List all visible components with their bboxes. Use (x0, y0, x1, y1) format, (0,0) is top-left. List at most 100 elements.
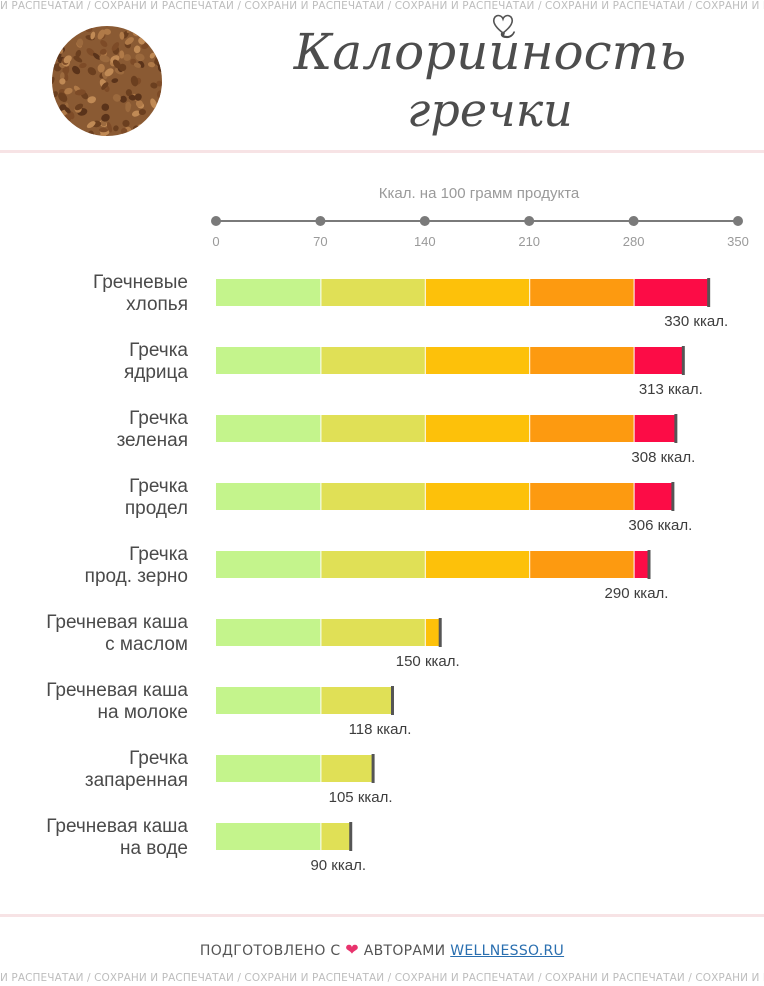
bar-segment (530, 279, 634, 306)
bar-segment (321, 687, 392, 714)
category-label: ядрица (124, 362, 188, 383)
category-label: Гречка (129, 476, 188, 497)
bar-segment (634, 347, 683, 374)
category-label: Гречневые (93, 272, 188, 293)
chart-title: Ккал. на 100 грамм продукта (379, 185, 580, 202)
category-label: с маслом (105, 634, 188, 655)
bar-end-marker (674, 414, 678, 443)
bar-segment (425, 279, 530, 306)
footer-divider (0, 914, 764, 917)
bar-segment (321, 755, 373, 782)
category-label: Гречневая каша (46, 816, 188, 837)
category-label: Гречка (129, 748, 188, 769)
bar-segment (216, 279, 321, 306)
bar-end-marker (681, 346, 685, 375)
bar-segment (530, 415, 634, 442)
header-divider (0, 150, 764, 153)
category-label: зеленая (117, 430, 188, 451)
value-label: 90 ккал. (310, 857, 366, 874)
x-axis: 0 70 140 210 280 350 (211, 216, 749, 249)
bar-segment (425, 483, 530, 510)
bar-segment (216, 551, 321, 578)
bar-segment (530, 347, 634, 374)
value-label: 306 ккал. (628, 517, 692, 534)
value-label: 118 ккал. (349, 721, 412, 738)
value-label: 105 ккал. (329, 789, 393, 806)
bar-segment (425, 551, 530, 578)
bar-segment (216, 755, 321, 782)
bar-segment (321, 823, 351, 850)
page-title-line2: гречки (407, 83, 573, 137)
axis-tick-dot (628, 216, 639, 226)
value-label: 308 ккал. (631, 449, 695, 466)
bar-end-marker (438, 618, 442, 647)
axis-tick-label: 280 (623, 234, 645, 249)
category-label: Гречка (129, 544, 188, 565)
axis-tick-label: 0 (212, 234, 219, 249)
bar-segment (530, 483, 634, 510)
bar-segment (425, 619, 440, 646)
bar-segment (634, 483, 673, 510)
category-label: продел (125, 498, 188, 519)
bar-segment (321, 279, 425, 306)
bar-segment (530, 551, 634, 578)
category-label: Гречка (129, 340, 188, 361)
heart-icon (492, 14, 514, 35)
bar-end-marker (647, 550, 651, 579)
value-label: 150 ккал. (396, 653, 460, 670)
value-label: 330 ккал. (664, 313, 728, 330)
bar-segment (216, 687, 321, 714)
footer-middle: АВТОРАМИ (363, 943, 446, 959)
bar-end-marker (371, 754, 375, 783)
value-label: 313 ккал. (639, 381, 703, 398)
category-label: прод. зерно (85, 566, 188, 587)
bar-segment (634, 551, 649, 578)
wellnesso-link[interactable]: WELLNESSO.RU (450, 943, 565, 959)
bar-segment (425, 415, 530, 442)
bar-segment (216, 619, 321, 646)
bar-segment (216, 347, 321, 374)
bar-segment (216, 415, 321, 442)
category-label: на молоке (97, 702, 188, 723)
category-label: запаренная (85, 770, 188, 791)
bar-segment (321, 551, 425, 578)
category-label: на воде (120, 838, 188, 859)
bar-end-marker (707, 278, 711, 307)
footer-prefix: ПОДГОТОВЛЕНО С (199, 943, 341, 959)
bar-segment (634, 279, 709, 306)
banner-top: И РАСПЕЧАТАЙ / СОХРАНИ И РАСПЕЧАТАЙ / СО… (0, 0, 764, 12)
buckwheat-grains-photo (52, 26, 162, 136)
axis-tick-dot (315, 216, 326, 226)
axis-tick-label: 70 (313, 234, 327, 249)
page-title-line1: Калорийность (293, 23, 687, 81)
axis-tick-dot (211, 216, 221, 226)
bar-segment (216, 823, 321, 850)
category-label: Гречка (129, 408, 188, 429)
category-label: Гречневая каша (46, 680, 188, 701)
bar-segment (321, 619, 425, 646)
bar-segment (321, 483, 425, 510)
axis-tick-dot (524, 216, 535, 226)
value-label: 290 ккал. (605, 585, 669, 602)
category-label: Гречневая каша (46, 612, 188, 633)
banner-bottom: И РАСПЕЧАТАЙ / СОХРАНИ И РАСПЕЧАТАЙ / СО… (0, 972, 764, 984)
category-label: хлопья (126, 294, 188, 315)
axis-tick-dot (733, 216, 743, 226)
footer-credit: ПОДГОТОВЛЕНО С ❤ АВТОРАМИ WELLNESSO.RU (0, 940, 764, 959)
heart-icon: ❤ (345, 940, 359, 959)
bar-end-marker (349, 822, 353, 851)
bar-end-marker (671, 482, 675, 511)
axis-tick-dot (419, 216, 430, 226)
axis-tick-label: 140 (414, 234, 436, 249)
bar-segment (216, 483, 321, 510)
bar-segment (321, 415, 425, 442)
